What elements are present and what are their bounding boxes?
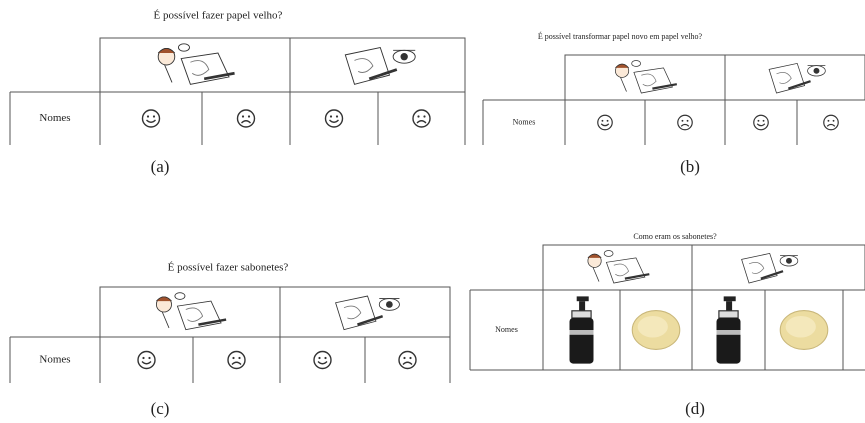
think	[586, 249, 651, 285]
panel-caption: (c)	[151, 399, 170, 418]
frown	[823, 114, 839, 131]
look	[343, 45, 417, 86]
row-label: Nomes	[39, 112, 70, 124]
look	[334, 294, 401, 332]
smile	[597, 114, 613, 131]
row-label: Nomes	[513, 117, 536, 126]
frown	[398, 350, 417, 370]
look	[740, 252, 800, 285]
smile	[137, 350, 156, 370]
header-cell	[691, 244, 865, 291]
smile	[141, 109, 161, 128]
think	[154, 291, 228, 332]
row-label: Nomes	[39, 354, 70, 366]
soap	[779, 310, 829, 350]
think	[156, 42, 237, 86]
look	[767, 62, 827, 95]
row-label: Nomes	[495, 325, 518, 334]
panel-caption: (a)	[151, 157, 170, 176]
panel-title: É possível fazer papel velho?	[154, 10, 283, 22]
smile	[324, 109, 344, 128]
soap	[631, 310, 681, 350]
smile	[753, 114, 769, 131]
frown	[677, 114, 693, 131]
panel-title: Como eram os sabonetes?	[633, 232, 717, 241]
think	[614, 59, 679, 95]
smile	[313, 350, 332, 370]
frown	[236, 109, 256, 128]
panel-title: É possível transformar papel novo em pap…	[538, 31, 703, 41]
frown	[412, 109, 431, 128]
bottle	[715, 295, 742, 365]
bottle	[568, 295, 595, 365]
panel-caption: (d)	[685, 399, 705, 418]
panel-title: É possível fazer sabonetes?	[168, 262, 289, 274]
panel-caption: (b)	[680, 157, 700, 176]
frown	[227, 350, 246, 370]
